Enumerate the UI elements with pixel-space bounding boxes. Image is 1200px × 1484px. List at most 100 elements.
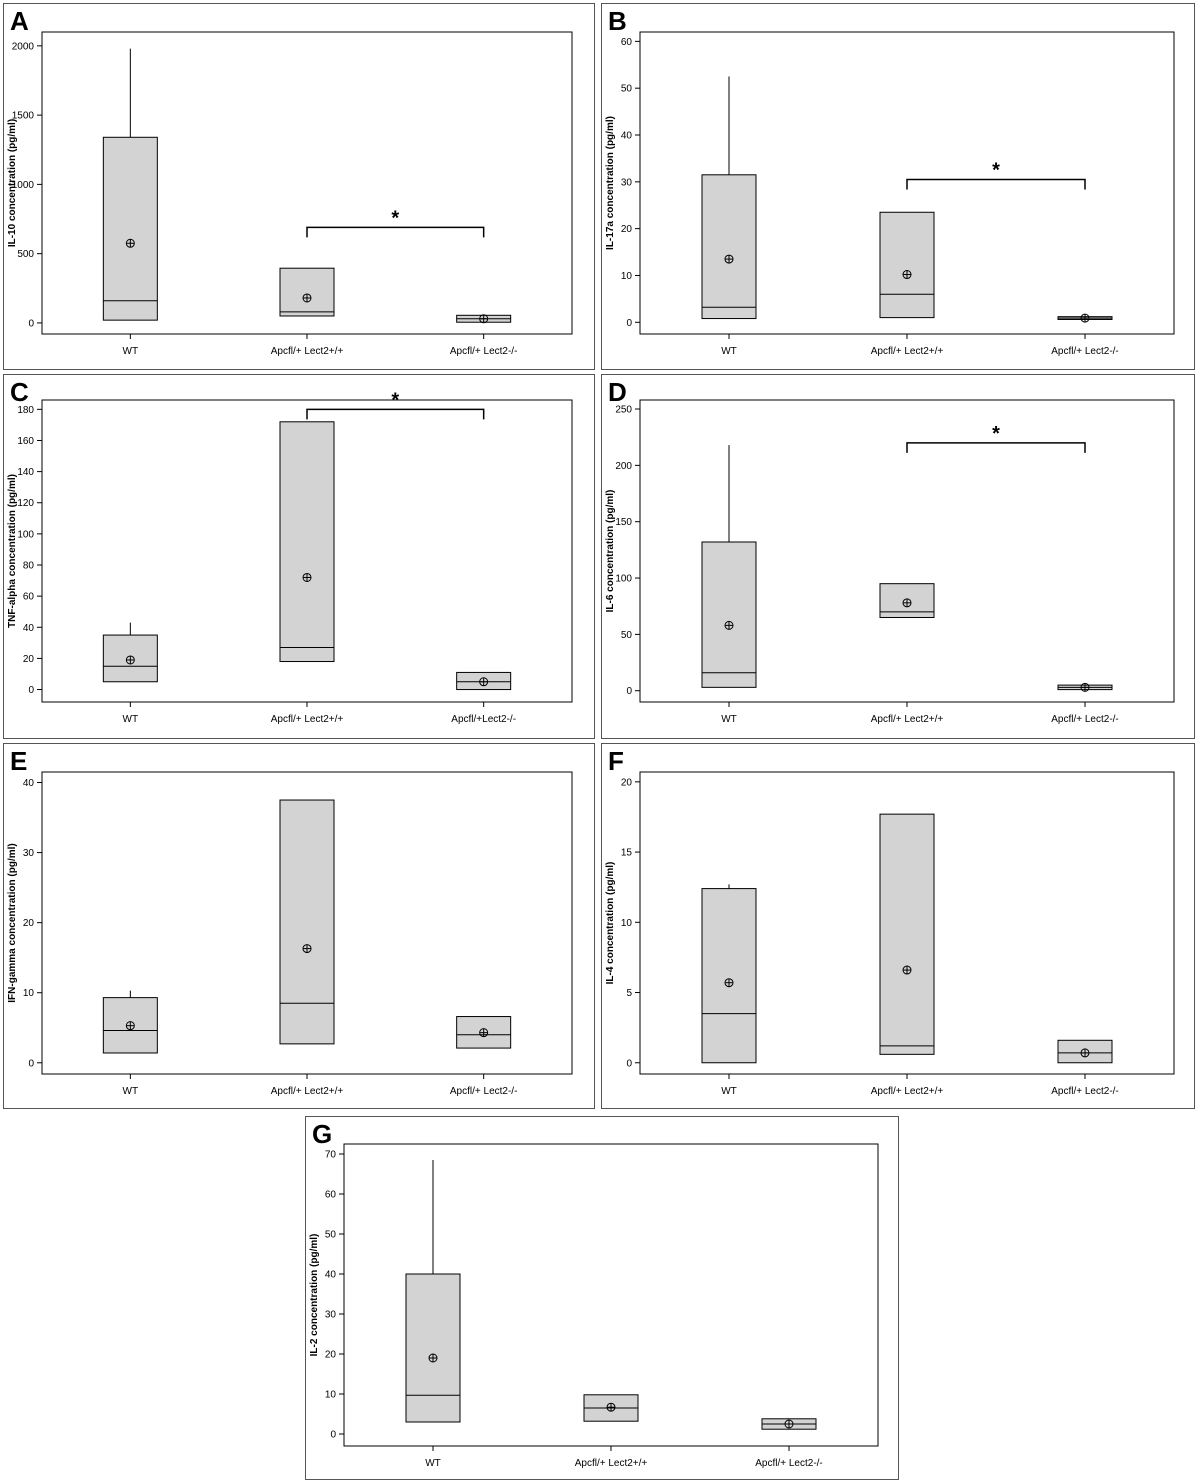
y-tick-label: 15 (621, 848, 633, 859)
chart-svg: 0 10 20 30 40 50 60 70 IL-2 concentration (pg/ml… (309, 1143, 879, 1469)
y-axis-label: IL-4 concentration (pg/ml) (605, 862, 616, 985)
significance-bracket (306, 408, 485, 420)
significance-star: * (391, 207, 399, 229)
category-label: Apcfl/+ Lect2+/+ (575, 1458, 648, 1469)
panel-e: E 0 10 20 30 40 IFN-gamma concentration (pg/m… (3, 743, 595, 1109)
category-label: Apcfl/+ Lect2+/+ (271, 346, 344, 357)
significance-bracket (906, 442, 1086, 453)
box-group (102, 48, 158, 321)
category-label: Apcfl/+ Lect2+/+ (271, 1086, 344, 1097)
y-tick-label: 0 (28, 685, 34, 696)
box-group (102, 990, 158, 1054)
y-tick-label: 0 (330, 1430, 336, 1441)
y-tick-label: 40 (325, 1270, 337, 1281)
box-group (279, 267, 335, 317)
y-tick-label: 120 (17, 498, 34, 509)
category-label: Apcfl/+ Lect2-/- (450, 1086, 518, 1097)
box-group (1057, 682, 1113, 692)
y-tick-label: 50 (621, 630, 633, 641)
category-label: WT (721, 1086, 737, 1097)
y-tick-label: 20 (325, 1350, 337, 1361)
chart-svg: 0 5 10 15 20 IL-4 concentration (pg/ml) WT Apcf… (605, 771, 1175, 1097)
box-group (279, 799, 335, 1045)
panel-letter: D (608, 377, 627, 407)
significance-bracket (906, 178, 1086, 190)
y-tick-label: 0 (626, 1058, 632, 1069)
y-tick-label: 250 (615, 405, 632, 416)
y-tick-label: 200 (615, 461, 632, 472)
category-label: WT (425, 1458, 441, 1469)
y-axis-label: IL-10 concentration (pg/ml) (7, 119, 18, 247)
box (701, 541, 757, 688)
chart-svg: 0 10 20 30 40 50 60 IL-17a concentration (pg/ml… (605, 31, 1175, 357)
y-tick-label: 160 (17, 436, 34, 447)
y-axis-label: IL-17a concentration (pg/ml) (605, 116, 616, 250)
box (279, 799, 335, 1045)
y-tick-label: 10 (621, 918, 633, 929)
box-group (879, 583, 935, 618)
y-tick-label: 0 (626, 318, 632, 329)
y-tick-label: 70 (325, 1150, 337, 1161)
y-axis-label: TNF-alpha concentration (pg/ml) (7, 474, 18, 628)
chart-svg: 0 500 1000 1500 2000 IL-10 concentration (pg/… (7, 31, 573, 357)
significance-bracket (306, 226, 485, 238)
y-tick-label: 40 (23, 778, 35, 789)
box-group (879, 813, 935, 1055)
box (102, 997, 158, 1054)
category-label: WT (123, 346, 139, 357)
box (701, 174, 757, 320)
box-group (456, 1016, 512, 1049)
y-tick-label: 20 (621, 224, 633, 235)
category-label: Apcfl/+Lect2-/- (451, 714, 516, 725)
category-label: Apcfl/+ Lect2-/- (755, 1458, 823, 1469)
chart-svg: 0 10 20 30 40 IFN-gamma concentration (pg/ml)… (7, 771, 573, 1097)
box-group (761, 1418, 817, 1430)
y-tick-label: 10 (23, 988, 35, 999)
y-tick-label: 5 (626, 988, 632, 999)
box (879, 813, 935, 1055)
y-tick-label: 40 (621, 131, 633, 142)
category-label: Apcfl/+ Lect2-/- (1051, 714, 1119, 725)
category-label: Apcfl/+ Lect2+/+ (271, 714, 344, 725)
y-tick-label: 20 (621, 777, 633, 788)
box (879, 211, 935, 319)
y-tick-label: 10 (325, 1390, 337, 1401)
panel-f: F 0 5 10 15 20 IL-4 concentration (pg/ml) WT Ap… (601, 743, 1195, 1109)
y-tick-label: 150 (615, 517, 632, 528)
y-tick-label: 20 (23, 918, 35, 929)
panel-d: D 0 50 100 150 200 250 IL-6 concentration (pg/… (601, 374, 1195, 739)
category-label: WT (721, 714, 737, 725)
y-tick-label: 40 (23, 623, 35, 634)
box-group (102, 622, 158, 683)
category-label: Apcfl/+ Lect2+/+ (871, 714, 944, 725)
y-tick-label: 180 (17, 405, 34, 416)
box-group (701, 884, 757, 1064)
category-label: Apcfl/+ Lect2-/- (1051, 346, 1119, 357)
y-tick-label: 30 (23, 848, 35, 859)
category-label: Apcfl/+ Lect2+/+ (871, 1086, 944, 1097)
y-tick-label: 140 (17, 467, 34, 478)
y-tick-label: 1000 (12, 180, 35, 191)
panel-letter: B (608, 6, 627, 36)
y-tick-label: 0 (28, 1058, 34, 1069)
y-tick-label: 60 (23, 592, 35, 603)
significance-star: * (992, 159, 1000, 181)
panel-c: C 0 20 40 60 80 100 120 140 160 180 TNF-alpha conc… (3, 374, 595, 739)
y-tick-label: 2000 (12, 41, 35, 52)
y-axis-label: IL-6 concentration (pg/ml) (605, 490, 616, 613)
y-tick-label: 30 (325, 1310, 337, 1321)
y-tick-label: 50 (621, 84, 633, 95)
panel-letter: G (312, 1119, 333, 1149)
y-tick-label: 60 (621, 37, 633, 48)
panel-a: A 0 500 1000 1500 2000 IL-10 concentration (p… (3, 3, 595, 370)
box (701, 888, 757, 1064)
y-tick-label: 50 (325, 1230, 337, 1241)
panel-letter: F (608, 746, 624, 776)
category-label: Apcfl/+ Lect2-/- (1051, 1086, 1119, 1097)
significance-star: * (992, 423, 1000, 445)
box-group (456, 314, 512, 324)
box-group (1057, 313, 1113, 323)
y-tick-label: 500 (17, 249, 34, 260)
chart-svg: 0 20 40 60 80 100 120 140 160 180 TNF-alpha concen… (7, 389, 573, 725)
panel-letter: A (10, 6, 29, 36)
